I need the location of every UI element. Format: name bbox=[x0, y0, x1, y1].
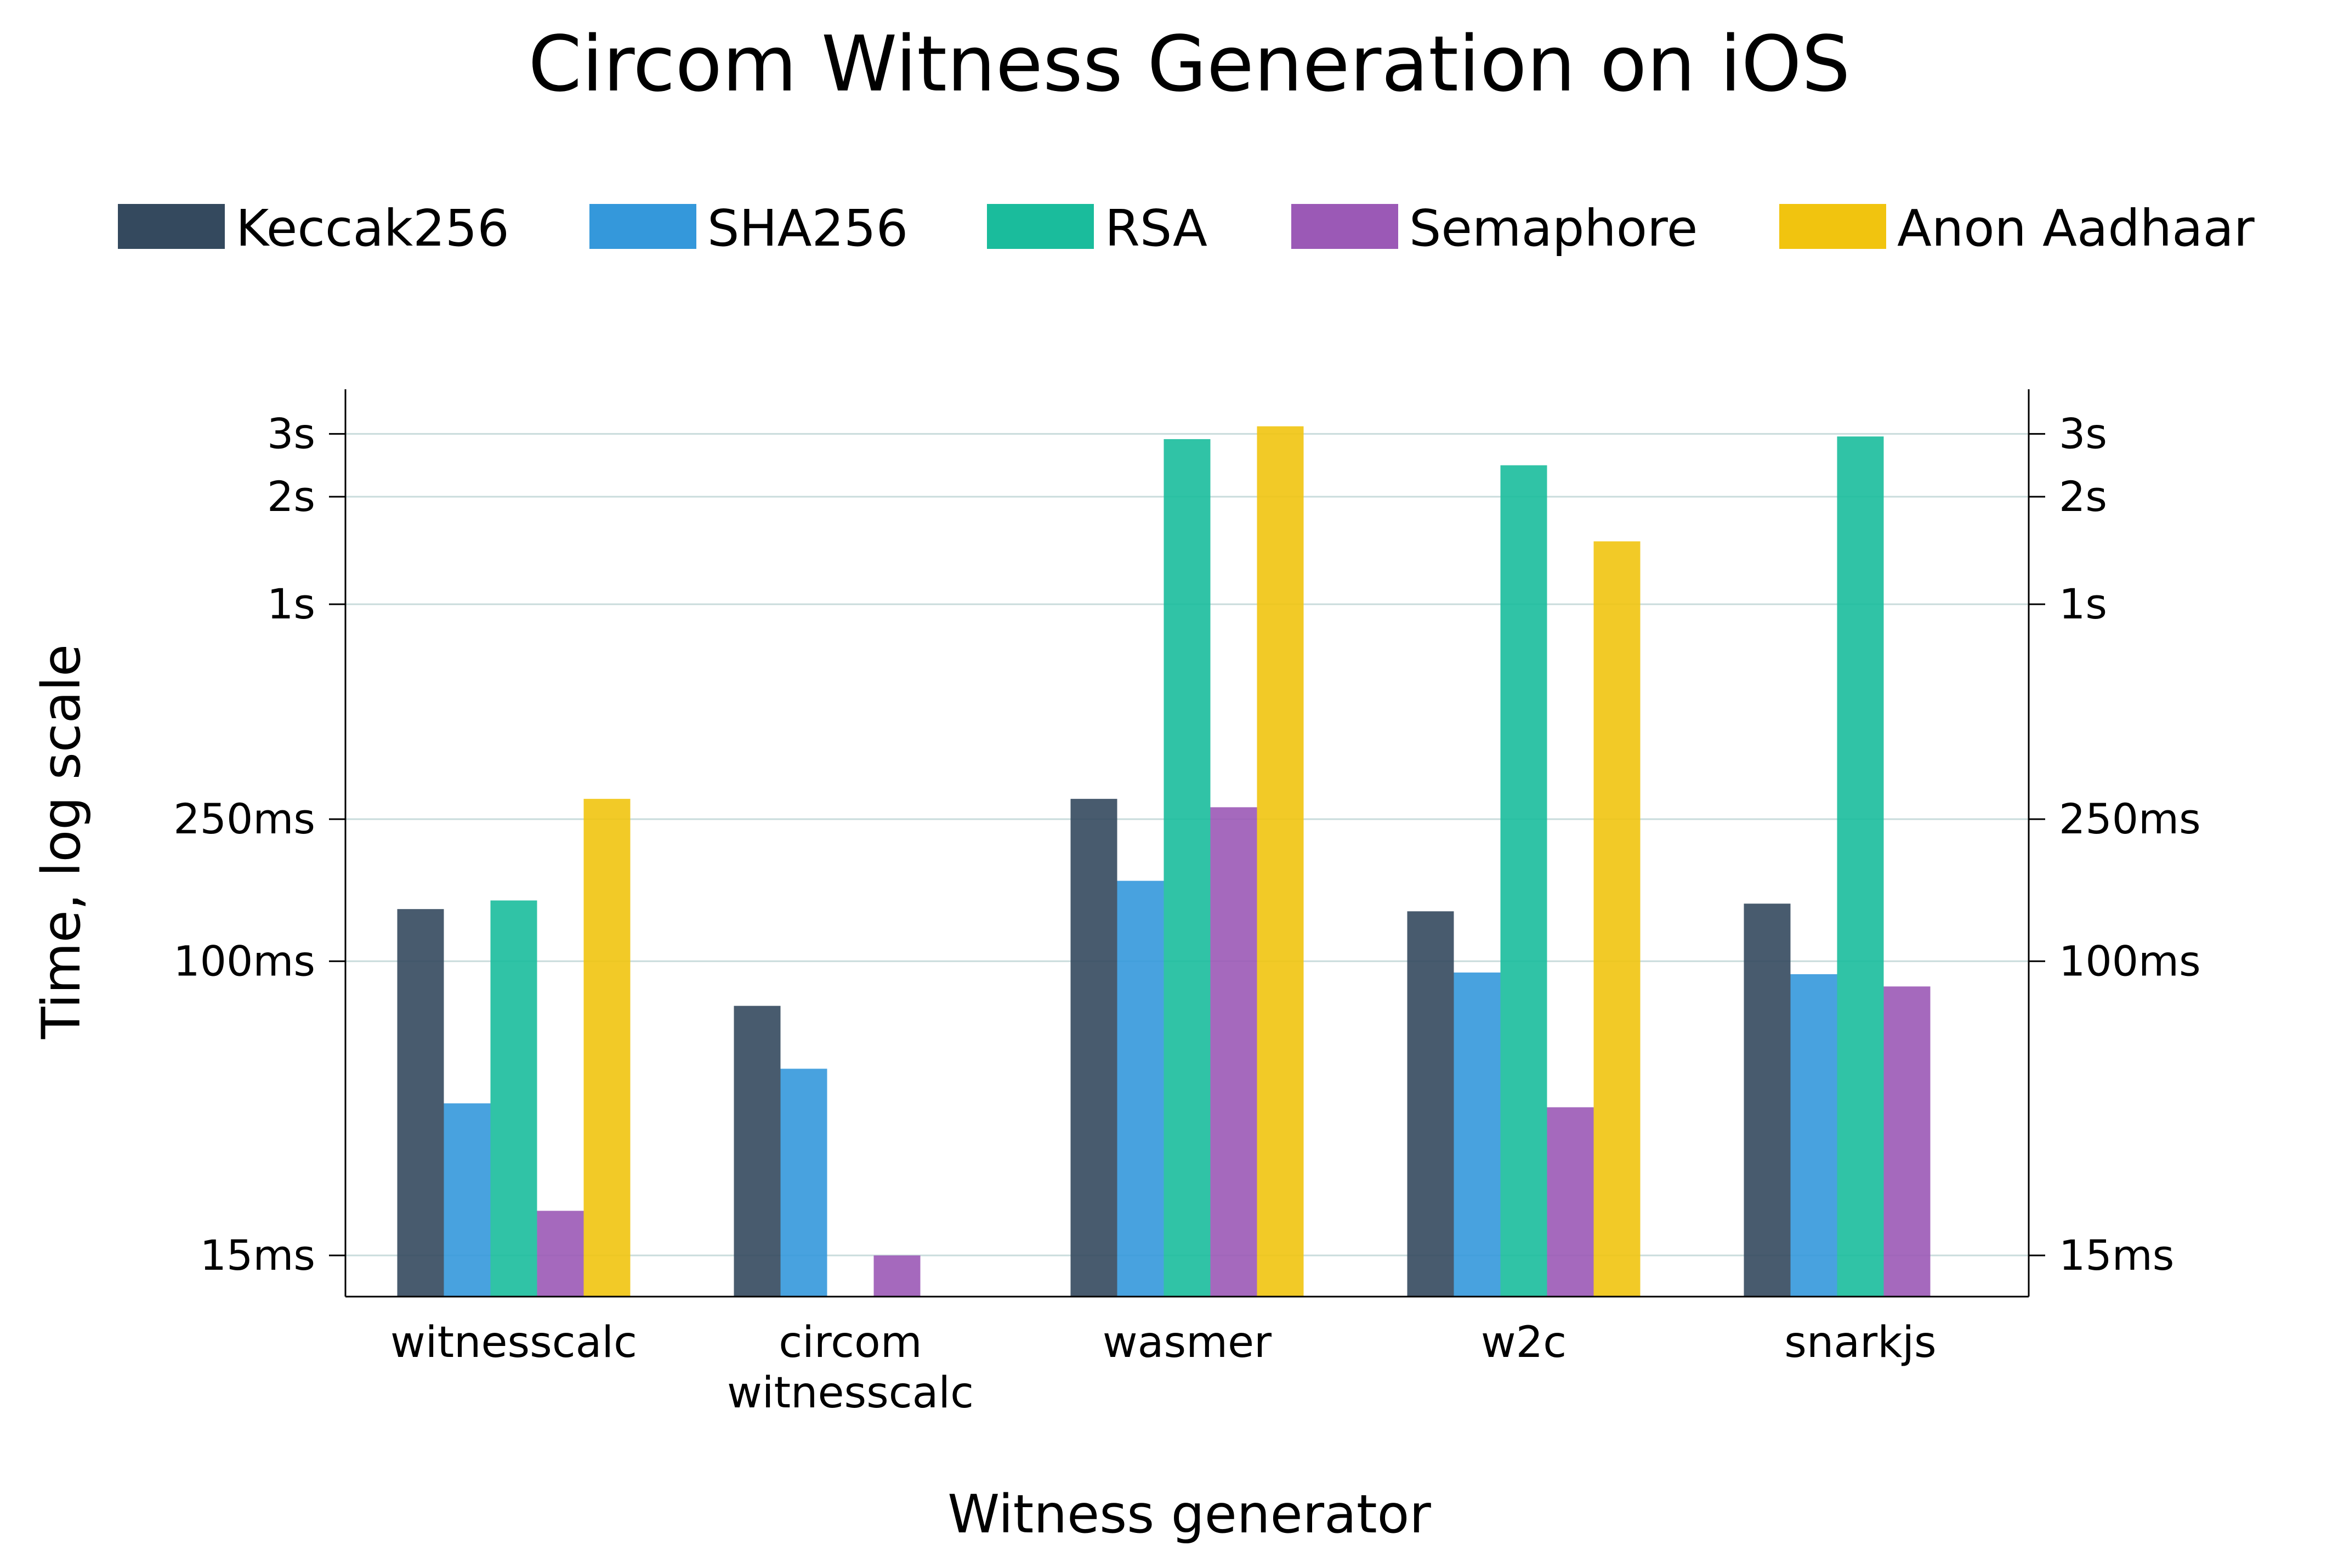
y-tick-label-left: 250ms bbox=[173, 794, 315, 843]
x-tick-label: w2c bbox=[1481, 1318, 1567, 1367]
legend-label-rsa: RSA bbox=[1105, 199, 1207, 258]
bar-witnesscalc-keccak256 bbox=[397, 909, 444, 1297]
bar-wasmer-keccak256 bbox=[1070, 799, 1117, 1297]
bar-wasmer-rsa bbox=[1164, 439, 1211, 1297]
bar-wasmer-anon-aadhaar bbox=[1257, 426, 1304, 1297]
bar-snarkjs-sha256 bbox=[1790, 974, 1837, 1297]
bar-w2c-keccak256 bbox=[1407, 911, 1454, 1297]
legend-swatch-anon-aadhaar bbox=[1779, 204, 1886, 249]
bars bbox=[397, 426, 1931, 1297]
bar-witnesscalc-semaphore bbox=[537, 1211, 584, 1297]
bar-circom-witnesscalc-keccak256 bbox=[734, 1005, 781, 1297]
y-tick-label-right: 3s bbox=[2059, 409, 2107, 458]
bar-witnesscalc-anon-aadhaar bbox=[583, 799, 631, 1297]
bar-w2c-anon-aadhaar bbox=[1593, 541, 1641, 1297]
legend-label-sha256: SHA256 bbox=[707, 199, 908, 258]
bar-w2c-rsa bbox=[1500, 465, 1547, 1297]
y-tick-label-left: 100ms bbox=[173, 936, 315, 985]
bar-witnesscalc-rsa bbox=[490, 900, 537, 1297]
x-tick-label: witnesscalc bbox=[727, 1368, 974, 1418]
x-tick-label: witnesscalc bbox=[390, 1318, 637, 1367]
bar-w2c-semaphore bbox=[1547, 1107, 1594, 1297]
chart-title: Circom Witness Generation on iOS bbox=[528, 20, 1850, 109]
legend: Keccak256 SHA256 RSA Semaphore Anon Aadhaar bbox=[118, 199, 2255, 258]
bar-snarkjs-semaphore bbox=[1883, 986, 1931, 1297]
bar-snarkjs-keccak256 bbox=[1744, 904, 1791, 1297]
legend-label-anon-aadhaar: Anon Aadhaar bbox=[1897, 199, 2255, 258]
bar-w2c-sha256 bbox=[1454, 972, 1501, 1297]
y-axis-title: Time, log scale bbox=[31, 644, 92, 1039]
legend-swatch-semaphore bbox=[1291, 204, 1398, 249]
bar-witnesscalc-sha256 bbox=[444, 1103, 491, 1297]
legend-label-keccak256: Keccak256 bbox=[236, 199, 509, 258]
y-tick-label-right: 100ms bbox=[2059, 936, 2201, 985]
bar-snarkjs-rsa bbox=[1837, 436, 1884, 1297]
y-tick-label-right: 1s bbox=[2059, 580, 2107, 628]
y-tick-label-left: 1s bbox=[267, 580, 315, 628]
bar-circom-witnesscalc-semaphore bbox=[873, 1255, 921, 1297]
y-tick-label-left: 2s bbox=[267, 472, 315, 521]
x-tick-label: wasmer bbox=[1103, 1318, 1272, 1367]
x-tick-label: circom bbox=[779, 1318, 922, 1367]
axes bbox=[344, 389, 2030, 1298]
bar-wasmer-sha256 bbox=[1117, 880, 1164, 1297]
y-tick-label-right: 2s bbox=[2059, 472, 2107, 521]
y-ticks-left: 15ms 100ms 250ms 1s 2s 3s bbox=[173, 409, 345, 1280]
bar-wasmer-semaphore bbox=[1210, 807, 1257, 1297]
y-tick-label-left: 15ms bbox=[200, 1231, 315, 1280]
legend-swatch-keccak256 bbox=[118, 204, 225, 249]
y-tick-label-right: 250ms bbox=[2059, 794, 2201, 843]
legend-swatch-sha256 bbox=[589, 204, 696, 249]
y-tick-label-right: 15ms bbox=[2059, 1231, 2174, 1280]
y-tick-label-left: 3s bbox=[267, 409, 315, 458]
y-ticks-right: 15ms 100ms 250ms 1s 2s 3s bbox=[2029, 409, 2201, 1280]
legend-swatch-rsa bbox=[987, 204, 1094, 249]
x-axis-title: Witness generator bbox=[947, 1484, 1431, 1545]
bar-circom-witnesscalc-sha256 bbox=[780, 1069, 827, 1297]
x-tick-label: snarkjs bbox=[1784, 1318, 1936, 1367]
legend-label-semaphore: Semaphore bbox=[1409, 199, 1698, 258]
